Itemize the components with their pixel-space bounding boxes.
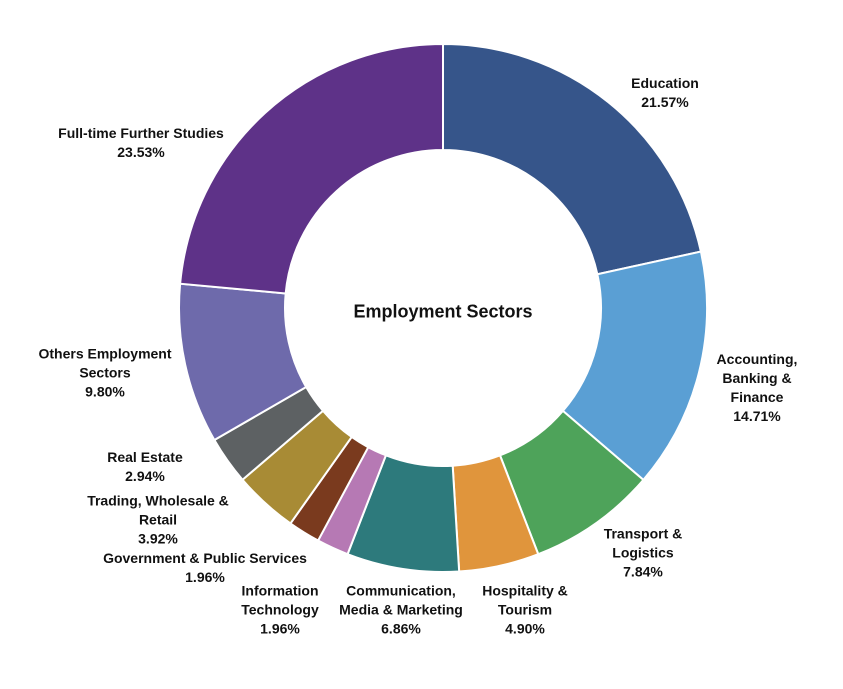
slice-label: Hospitality & Tourism 4.90% xyxy=(473,582,578,639)
value-label: 14.71% xyxy=(733,408,781,424)
value-label: 21.57% xyxy=(641,94,689,110)
slice-label: Others Employment Sectors 9.80% xyxy=(23,345,188,402)
category-label: Information Technology xyxy=(241,582,319,618)
slice xyxy=(442,42,703,276)
value-label: 6.86% xyxy=(381,620,421,637)
category-label: Trading, Wholesale & Retail xyxy=(87,492,229,528)
value-label: 23.53% xyxy=(117,144,165,160)
slice-label: Information Technology 1.96% xyxy=(230,582,330,639)
category-label: Full-time Further Studies xyxy=(58,125,224,141)
slice-label: Communication, Media & Marketing 6.86% xyxy=(326,582,476,639)
slice-label: Full-time Further Studies 23.53% xyxy=(11,124,271,162)
value-label: 3.92% xyxy=(138,530,178,547)
category-label: Real Estate xyxy=(107,449,183,465)
value-label: 2.94% xyxy=(125,468,165,484)
category-label: Communication, Media & Marketing xyxy=(339,582,463,618)
chart-title: Employment Sectors xyxy=(353,301,533,322)
category-label: Education xyxy=(631,75,699,91)
value-label: 1.96% xyxy=(185,569,225,585)
category-label: Others Employment Sectors xyxy=(38,345,172,381)
value-label: 1.96% xyxy=(260,620,300,637)
category-label: Transport & Logistics xyxy=(603,525,683,561)
slice-label: Government & Public Services 1.96% xyxy=(80,549,330,587)
slice xyxy=(561,250,708,482)
slice-label: Trading, Wholesale & Retail 3.92% xyxy=(71,492,246,549)
value-label: 9.80% xyxy=(85,383,125,400)
category-label: Accounting, Banking & Finance xyxy=(716,351,798,405)
slice-label: Accounting, Banking & Finance 14.71% xyxy=(707,350,807,426)
slice-label: Transport & Logistics 7.84% xyxy=(593,525,693,582)
slice-label: Education 21.57% xyxy=(605,74,725,112)
value-label: 4.90% xyxy=(505,620,545,637)
category-label: Hospitality & Tourism xyxy=(482,582,568,618)
slice xyxy=(179,42,444,295)
category-label: Government & Public Services xyxy=(103,550,307,566)
slice-label: Real Estate 2.94% xyxy=(85,448,205,486)
value-label: 7.84% xyxy=(623,563,663,580)
